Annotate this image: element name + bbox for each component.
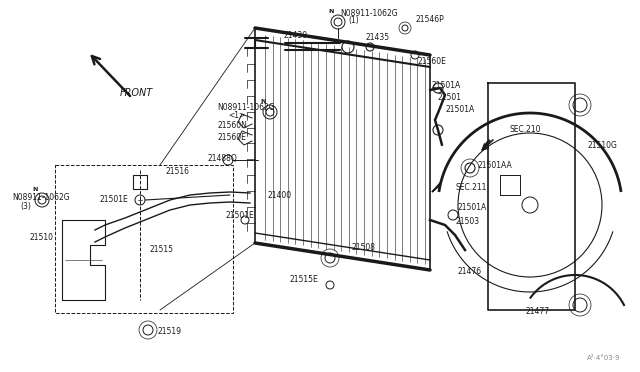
Text: 21515E: 21515E <box>290 276 319 285</box>
Text: 21501E: 21501E <box>100 196 129 205</box>
Text: 21430: 21430 <box>283 31 307 39</box>
Text: 21501A: 21501A <box>458 203 487 212</box>
Bar <box>55 165 233 313</box>
Text: A²·4°03·9: A²·4°03·9 <box>586 355 620 361</box>
Text: 21488Q: 21488Q <box>207 154 237 163</box>
Text: 21400: 21400 <box>268 190 292 199</box>
Bar <box>133 175 147 189</box>
Text: SEC.210: SEC.210 <box>510 125 541 135</box>
Text: 21560N: 21560N <box>218 121 248 129</box>
Text: 21501AA: 21501AA <box>478 160 513 170</box>
Text: 21510G: 21510G <box>587 141 617 150</box>
Text: 21476: 21476 <box>458 267 482 276</box>
Text: N08911-1062G: N08911-1062G <box>340 9 397 17</box>
Text: 21435: 21435 <box>365 32 389 42</box>
Polygon shape <box>482 140 490 150</box>
Text: 21503: 21503 <box>455 218 479 227</box>
Text: 21519: 21519 <box>158 327 182 337</box>
Text: (3): (3) <box>20 202 31 212</box>
Text: (1): (1) <box>348 16 359 25</box>
Text: 21508: 21508 <box>352 244 376 253</box>
Text: 21510: 21510 <box>30 232 54 241</box>
Polygon shape <box>432 183 440 192</box>
Text: 21515: 21515 <box>150 246 174 254</box>
Text: N08911-1062G: N08911-1062G <box>12 192 70 202</box>
Text: 21501A: 21501A <box>432 80 461 90</box>
Text: 21477: 21477 <box>525 308 549 317</box>
Text: 21501A: 21501A <box>445 106 474 115</box>
Text: SEC.211: SEC.211 <box>455 183 486 192</box>
Text: FRONT: FRONT <box>120 88 153 98</box>
Text: N: N <box>32 187 38 192</box>
Text: N: N <box>260 99 266 104</box>
Text: 21560E: 21560E <box>218 134 247 142</box>
Text: <1>: <1> <box>228 110 245 119</box>
Text: 21501: 21501 <box>437 93 461 102</box>
Text: 21546P: 21546P <box>415 16 444 25</box>
Text: 21560E: 21560E <box>418 58 447 67</box>
Text: N08911-1062G: N08911-1062G <box>217 103 275 112</box>
Text: 21516: 21516 <box>165 167 189 176</box>
Text: N: N <box>328 9 333 14</box>
Text: 21501E: 21501E <box>225 211 253 219</box>
